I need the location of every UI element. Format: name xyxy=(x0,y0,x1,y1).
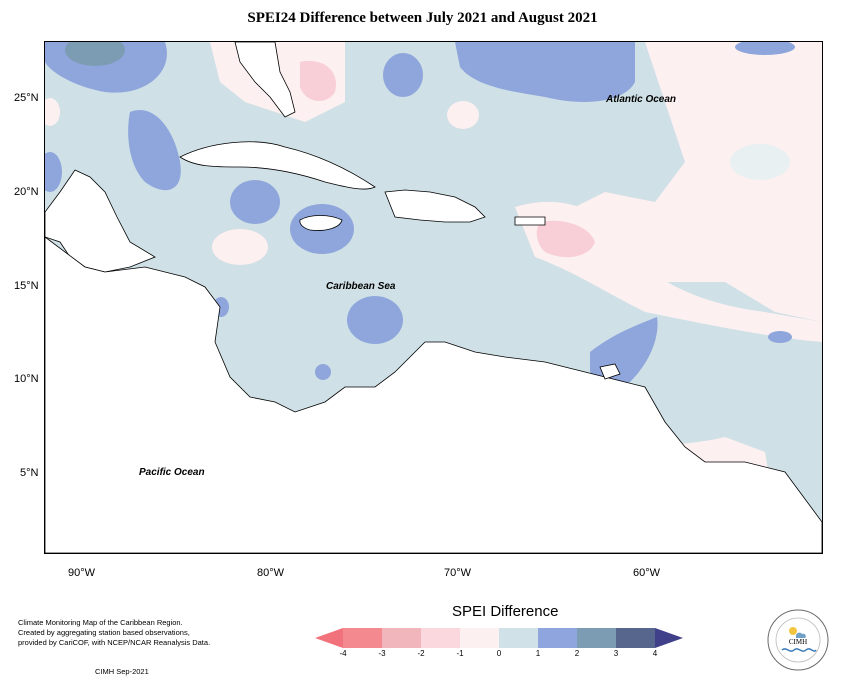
legend-over-arrow xyxy=(655,628,683,648)
spei-map xyxy=(45,42,822,553)
land-florida xyxy=(234,42,296,118)
anomaly-negative-florida-core xyxy=(300,61,336,102)
anomaly-positive-yucatan-west xyxy=(45,152,62,192)
anomaly-positive-atlantic-2 xyxy=(383,53,423,97)
map-panel xyxy=(44,41,823,554)
legend-title: SPEI Difference xyxy=(452,603,559,620)
land-trinidad xyxy=(599,363,621,380)
anomaly-positive-atlantic-1 xyxy=(455,42,635,102)
footer-credit: CIMH Sep-2021 xyxy=(95,667,149,676)
label-caribbean-sea: Caribbean Sea xyxy=(326,281,396,292)
legend-colorbar xyxy=(315,628,683,648)
legend-tick-label: 4 xyxy=(652,649,658,658)
anomaly-positive-gulf xyxy=(128,110,181,191)
cloud-icon xyxy=(796,632,806,638)
legend-tick-label: 2 xyxy=(574,649,580,658)
cimh-logo: CIMH xyxy=(767,609,829,671)
wave-icon xyxy=(781,648,817,652)
footer-note-line: provided by CariCOF, with NCEP/NCAR Rean… xyxy=(18,638,211,647)
lat-tick-5: 5°N xyxy=(20,467,39,479)
legend-tick-label: -2 xyxy=(417,649,425,658)
footer-note-line: Climate Monitoring Map of the Caribbean … xyxy=(18,618,183,627)
footer-note: Climate Monitoring Map of the Caribbean … xyxy=(18,618,238,648)
lon-tick-80: 80°W xyxy=(257,567,285,579)
legend-class-box xyxy=(421,628,460,648)
anomaly-positive-small-1 xyxy=(315,364,331,380)
map-title: SPEI24 Difference between July 2021 and … xyxy=(247,10,598,26)
land-hispaniola xyxy=(384,189,486,223)
legend-tick-label: -1 xyxy=(456,649,464,658)
legend-class-box xyxy=(460,628,499,648)
label-atlantic-ocean: Atlantic Ocean xyxy=(606,94,677,105)
lon-tick-60: 60°W xyxy=(633,567,661,579)
legend-class-box xyxy=(577,628,616,648)
legend-tick-label: 3 xyxy=(613,649,619,658)
legend-class-box xyxy=(343,628,382,648)
legend-class-box xyxy=(499,628,538,648)
anomaly-positive-cuba-south xyxy=(230,180,280,224)
anomaly-negative-atlantic xyxy=(565,42,822,322)
anomaly-positive-small-3 xyxy=(768,331,792,343)
anomaly-negative-small xyxy=(447,101,479,129)
anomaly-positive-atlantic-3 xyxy=(730,144,790,180)
legend-class-box xyxy=(538,628,577,648)
anomaly-negative-honduras xyxy=(212,229,268,265)
legend-class-box xyxy=(382,628,421,648)
land-mexico xyxy=(45,169,156,273)
land-central-america xyxy=(45,236,822,553)
lon-tick-70: 70°W xyxy=(444,567,472,579)
legend-tick-label: -4 xyxy=(339,649,347,658)
lat-tick-20: 20°N xyxy=(14,186,39,198)
anomaly-positive-caribbean xyxy=(347,296,403,344)
sun-icon xyxy=(789,627,797,635)
footer-note-line: Created by aggregating station based obs… xyxy=(18,628,190,637)
anomaly-negative-west xyxy=(45,98,60,126)
legend-tick-label: 0 xyxy=(496,649,502,658)
logo-text: CIMH xyxy=(789,638,807,646)
legend-tick-labels: -4 -3 -2 -1 0 1 2 3 4 xyxy=(315,649,685,661)
lat-tick-25: 25°N xyxy=(14,92,39,104)
land-puerto-rico xyxy=(514,216,546,226)
land-cuba xyxy=(179,141,376,190)
anomaly-positive-far-east xyxy=(735,42,795,55)
lon-tick-90: 90°W xyxy=(68,567,96,579)
anomaly-positive-nw-core xyxy=(65,42,125,66)
anomaly-negative-east-core xyxy=(536,220,595,258)
label-pacific-ocean: Pacific Ocean xyxy=(139,467,205,478)
legend-class-box xyxy=(616,628,655,648)
lat-tick-15: 15°N xyxy=(14,280,39,292)
legend-under-arrow xyxy=(315,628,343,648)
lat-tick-10: 10°N xyxy=(14,373,39,385)
land-jamaica xyxy=(299,215,343,231)
legend-tick-label: -3 xyxy=(378,649,386,658)
legend-tick-label: 1 xyxy=(535,649,541,658)
